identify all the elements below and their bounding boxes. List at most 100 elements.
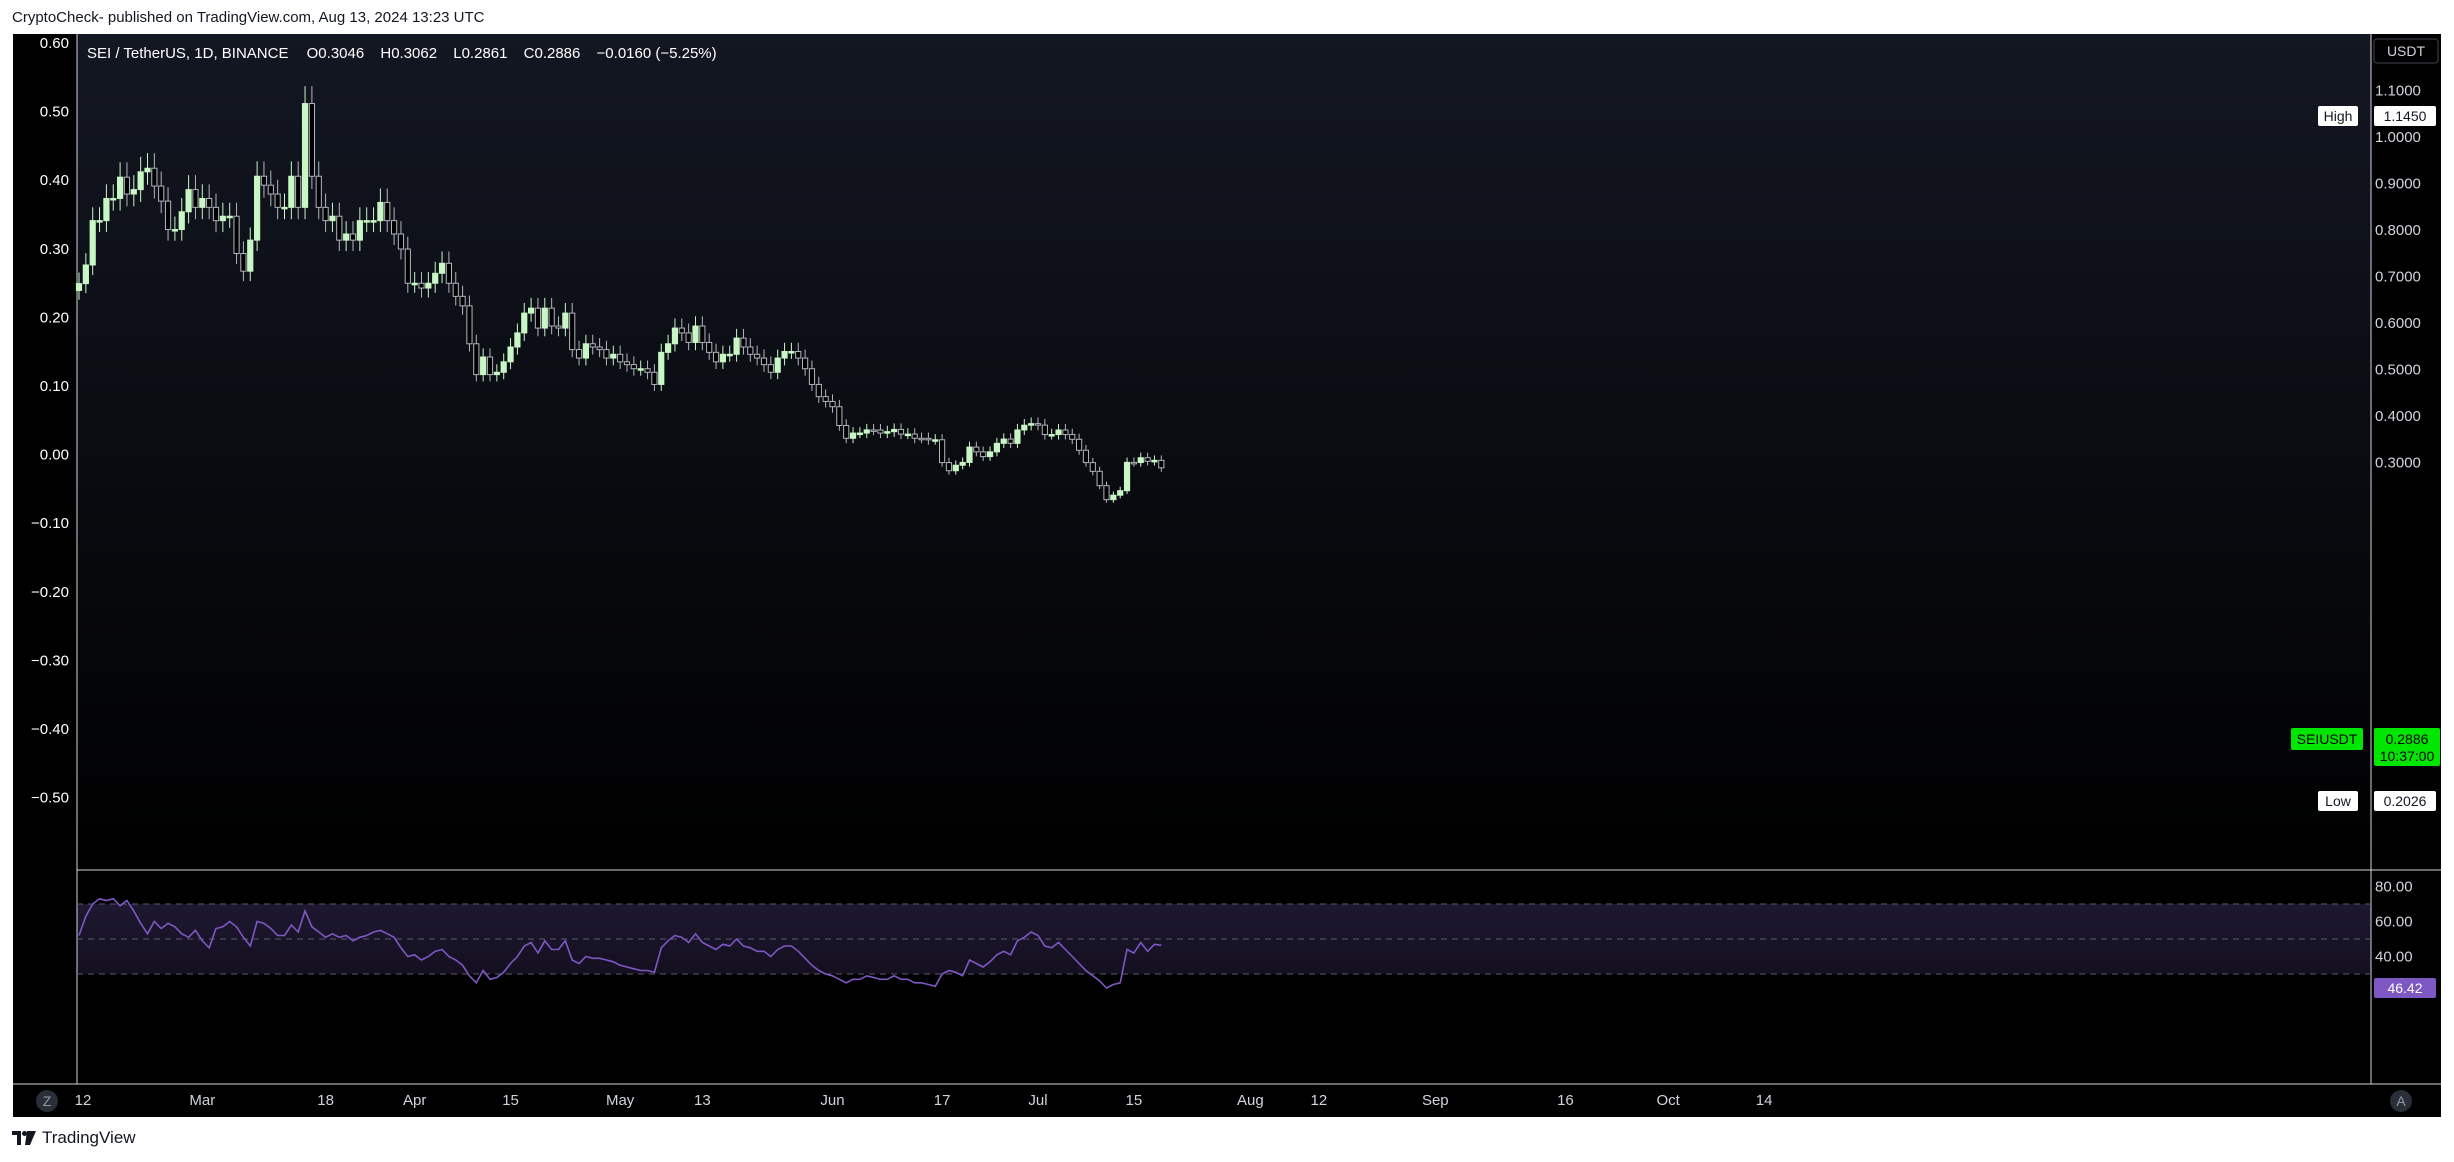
price-tick: 0.4000 [2375, 408, 2421, 425]
currency-label: USDT [2387, 43, 2426, 59]
candle-up [719, 353, 726, 363]
candle-down [158, 185, 165, 202]
candle-up [993, 442, 1000, 453]
candle-down [1062, 429, 1069, 436]
candle-up [185, 189, 192, 213]
candle-down [699, 325, 706, 343]
log-scale-button[interactable] [36, 1090, 58, 1112]
candle-down [945, 462, 953, 472]
candle-up [411, 282, 418, 286]
candle-up [582, 343, 589, 359]
candle-up [1000, 438, 1007, 444]
time-label: Oct [1657, 1092, 1681, 1109]
chart-frame[interactable]: SEI / TetherUS, 1D, BINANCE O0.3046 H0.3… [13, 34, 2441, 1117]
bar-countdown: 10:37:00 [2380, 748, 2435, 764]
candle-down [706, 341, 713, 353]
candle-up [96, 220, 103, 223]
currency-button[interactable] [2373, 38, 2439, 64]
candle-down [623, 361, 631, 366]
candle-up [637, 368, 644, 371]
candle-down [973, 446, 980, 453]
price-tick: 0.3000 [2375, 455, 2421, 472]
auto-scale-button[interactable] [2390, 1090, 2412, 1112]
candle-down [767, 364, 774, 373]
candle-down [569, 312, 576, 351]
tradingview-brand: TradingView [42, 1128, 136, 1147]
candle-up [952, 464, 959, 472]
time-label: Aug [1237, 1092, 1264, 1109]
candle-up [301, 103, 309, 208]
log-scale-label: Z [43, 1093, 52, 1109]
candle-up [480, 356, 487, 376]
high-tag [2318, 106, 2358, 126]
price-tick: 0.5000 [2375, 362, 2421, 379]
candle-down [754, 353, 761, 359]
time-label: Apr [403, 1092, 426, 1109]
rsi-value: 46.42 [2387, 980, 2422, 996]
candle-up [247, 239, 254, 272]
tradingview-logo-icon [12, 1131, 36, 1145]
left-tick: 0.50 [40, 104, 69, 121]
candle-up [117, 176, 124, 199]
chart-canvas[interactable]: SEI / TetherUS, 1D, BINANCE O0.3046 H0.3… [13, 34, 2441, 1117]
price-tick: 0.8000 [2375, 222, 2421, 239]
high-value: 1.1450 [2384, 108, 2427, 124]
candle-down [486, 356, 494, 376]
time-axis[interactable]: 12 Mar 18 Apr 15 May 13 Jun 17 Jul 15 Aug 12 Sep 16 Oct… [75, 1092, 1773, 1109]
candle-down [1103, 485, 1110, 501]
candle-down [795, 351, 802, 359]
rsi-line[interactable] [78, 897, 1162, 989]
high-value-tag [2374, 106, 2436, 126]
time-label: 12 [1311, 1092, 1328, 1109]
candle-down [164, 200, 172, 231]
candle-down [151, 167, 158, 187]
tradingview-logo[interactable]: TradingView [12, 1128, 136, 1148]
candle-up [226, 215, 233, 219]
candle-up [343, 233, 350, 241]
candle-down [815, 383, 822, 398]
left-tick: −0.20 [31, 584, 69, 601]
candle-up [171, 229, 179, 232]
candles-group[interactable] [75, 86, 1165, 503]
candle-down [802, 357, 809, 370]
left-axis[interactable]: 0.60 0.50 0.40 0.30 0.20 0.10 0.00 −0.10 −0.20 −0… [31, 35, 69, 807]
candle-up [610, 353, 617, 359]
candle-up [103, 197, 110, 222]
candle-up [1137, 457, 1144, 464]
candle-down [336, 215, 343, 241]
high-tag-label: High [2324, 108, 2353, 124]
candle-down [1034, 423, 1042, 426]
price-tick: 1.0000 [2375, 129, 2421, 146]
candle-down [397, 233, 405, 250]
legend-change: −0.0160 (−5.25%) [597, 45, 717, 62]
candle-down [603, 349, 610, 359]
candle-down [315, 175, 322, 208]
candle-up [528, 307, 535, 314]
left-tick: −0.30 [31, 652, 69, 669]
candle-down [575, 349, 583, 359]
price-tick: 0.6000 [2375, 315, 2421, 332]
last-price-tag [2374, 728, 2440, 766]
candle-down [466, 305, 473, 345]
low-tag-label: Low [2325, 793, 2352, 809]
candle-down [391, 220, 398, 235]
publish-text: CryptoCheck- published on TradingView.co… [12, 9, 485, 26]
candle-down [206, 197, 213, 208]
candle-down [822, 396, 829, 402]
candle-up [144, 167, 151, 173]
candle-up [891, 428, 898, 433]
left-tick: 0.30 [40, 241, 69, 258]
candle-up [130, 189, 137, 195]
symbol-tag [2291, 728, 2363, 750]
candle-down [212, 206, 220, 222]
candle-up [254, 175, 261, 241]
candle-down [911, 433, 918, 439]
time-label: 15 [1126, 1092, 1143, 1109]
left-tick: −0.10 [31, 515, 69, 532]
candle-up [1028, 423, 1035, 426]
left-tick: −0.50 [31, 790, 69, 807]
candle-down [1130, 461, 1138, 465]
candle-down [473, 343, 480, 376]
candle-up [1123, 461, 1131, 492]
time-label: 12 [75, 1092, 92, 1109]
